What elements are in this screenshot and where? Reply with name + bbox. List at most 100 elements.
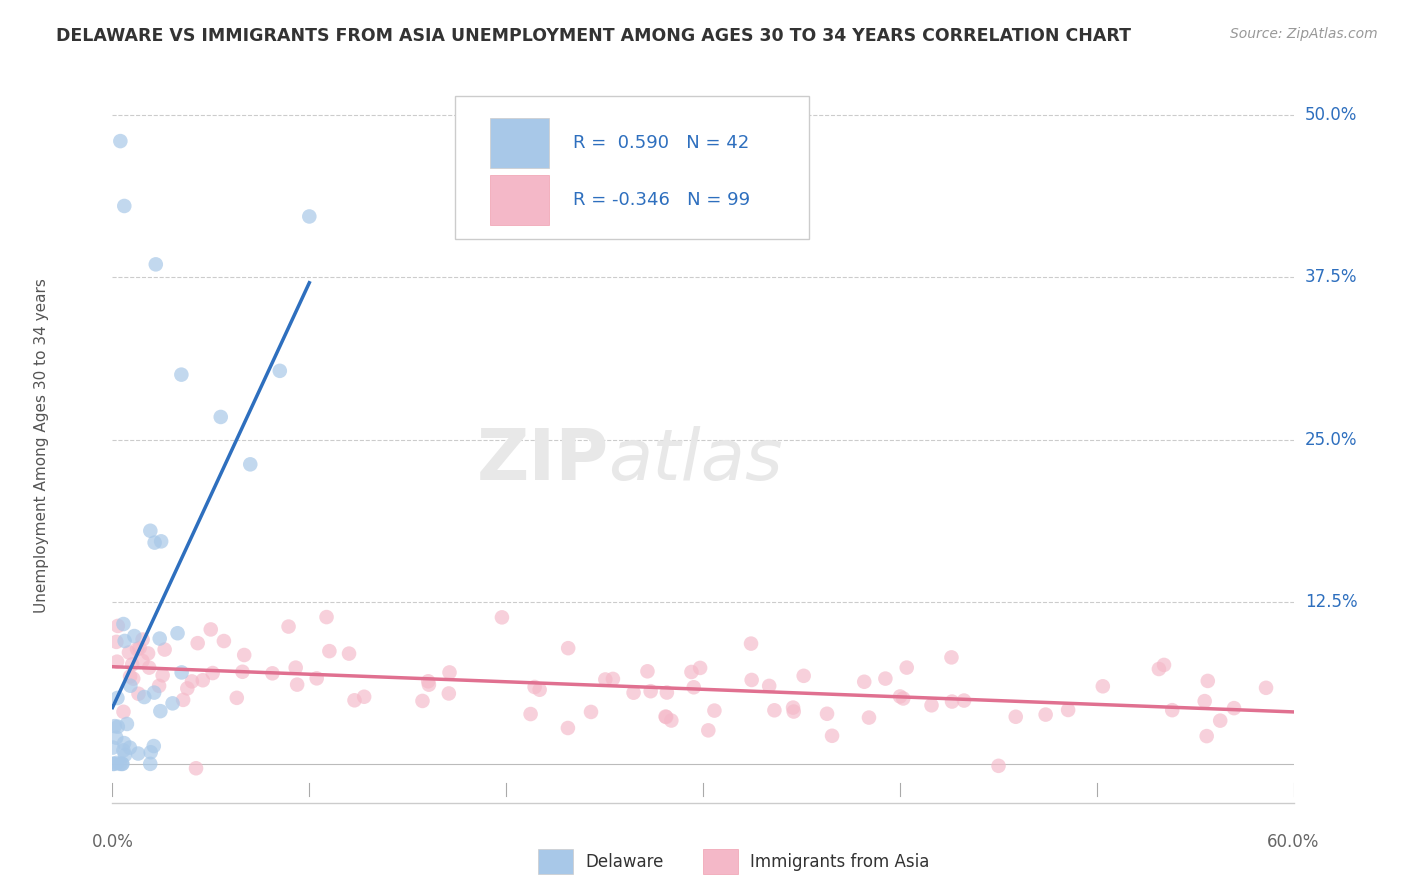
Point (143, 535, 166, 549)
Point (128, 641, 150, 656)
Bar (703, 849, 738, 874)
Point (1194, 694, 1216, 708)
Point (853, 674, 876, 689)
Point (595, 673, 617, 687)
Point (640, 684, 662, 698)
Point (1035, 707, 1057, 722)
Point (269, 364, 291, 378)
Point (793, 669, 815, 683)
Point (121, 657, 143, 672)
Text: Source: ZipAtlas.com: Source: ZipAtlas.com (1230, 27, 1378, 41)
Bar (491, 175, 550, 225)
Point (1197, 673, 1219, 688)
Point (953, 693, 976, 707)
Point (277, 619, 299, 633)
Point (139, 524, 162, 538)
Point (112, 617, 135, 632)
Point (439, 665, 461, 680)
Point (107, 690, 129, 705)
Point (318, 644, 340, 658)
Point (105, 731, 128, 745)
Point (103, 756, 125, 771)
Point (529, 682, 551, 697)
Point (176, 681, 198, 696)
Point (112, 736, 135, 750)
Point (162, 697, 184, 711)
Point (239, 458, 262, 472)
Point (127, 687, 149, 701)
Point (557, 641, 579, 656)
Point (170, 368, 193, 382)
Point (523, 680, 546, 694)
Point (150, 534, 173, 549)
Point (118, 645, 141, 659)
Point (110, 134, 132, 148)
Point (783, 705, 806, 719)
Point (418, 678, 440, 692)
Point (875, 672, 897, 686)
Point (437, 686, 460, 700)
Point (519, 707, 541, 722)
Point (343, 693, 366, 707)
Point (166, 626, 188, 640)
Point (921, 698, 943, 713)
Point (682, 680, 704, 694)
Point (655, 710, 678, 724)
Text: ZIP: ZIP (477, 425, 609, 495)
Point (125, 642, 148, 657)
Point (111, 756, 134, 771)
Point (896, 660, 918, 674)
Point (105, 756, 128, 770)
Point (262, 666, 284, 681)
Point (143, 685, 166, 699)
Point (225, 690, 247, 705)
Point (602, 672, 624, 686)
Point (491, 610, 513, 624)
Point (1195, 729, 1218, 743)
Point (104, 719, 127, 733)
Point (124, 629, 146, 643)
Point (200, 623, 222, 637)
Point (142, 739, 165, 753)
Point (763, 703, 786, 717)
Point (152, 668, 174, 682)
Point (1004, 710, 1026, 724)
Text: 50.0%: 50.0% (1305, 106, 1357, 124)
Point (1147, 662, 1170, 676)
Point (122, 672, 145, 686)
Point (145, 257, 167, 271)
Text: Immigrants from Asia: Immigrants from Asia (751, 853, 929, 871)
Point (114, 747, 136, 762)
Point (337, 647, 360, 661)
Point (353, 690, 375, 704)
Text: Unemployment Among Ages 30 to 34 years: Unemployment Among Ages 30 to 34 years (34, 278, 49, 614)
Point (153, 642, 176, 657)
Text: R =  0.590   N = 42: R = 0.590 N = 42 (574, 134, 749, 152)
Bar (537, 849, 574, 874)
FancyBboxPatch shape (456, 96, 810, 239)
Point (815, 706, 838, 721)
Point (212, 634, 235, 648)
Point (131, 632, 153, 647)
Text: 0.0%: 0.0% (91, 833, 134, 851)
Point (131, 654, 153, 668)
Text: 25.0%: 25.0% (1305, 431, 1357, 449)
Point (821, 729, 844, 743)
Point (636, 665, 658, 679)
Text: Delaware: Delaware (585, 853, 664, 871)
Point (184, 761, 207, 775)
Point (284, 660, 307, 674)
Point (305, 671, 328, 685)
Point (418, 674, 440, 689)
Point (191, 673, 214, 688)
Text: DELAWARE VS IMMIGRANTS FROM ASIA UNEMPLOYMENT AMONG AGES 30 TO 34 YEARS CORRELAT: DELAWARE VS IMMIGRANTS FROM ASIA UNEMPLO… (56, 27, 1132, 45)
Point (209, 409, 232, 424)
Point (1091, 679, 1114, 693)
Point (149, 632, 172, 646)
Point (101, 740, 124, 755)
Point (285, 678, 308, 692)
Point (115, 717, 138, 731)
Point (557, 721, 579, 735)
Point (1161, 703, 1184, 717)
Point (315, 610, 337, 624)
